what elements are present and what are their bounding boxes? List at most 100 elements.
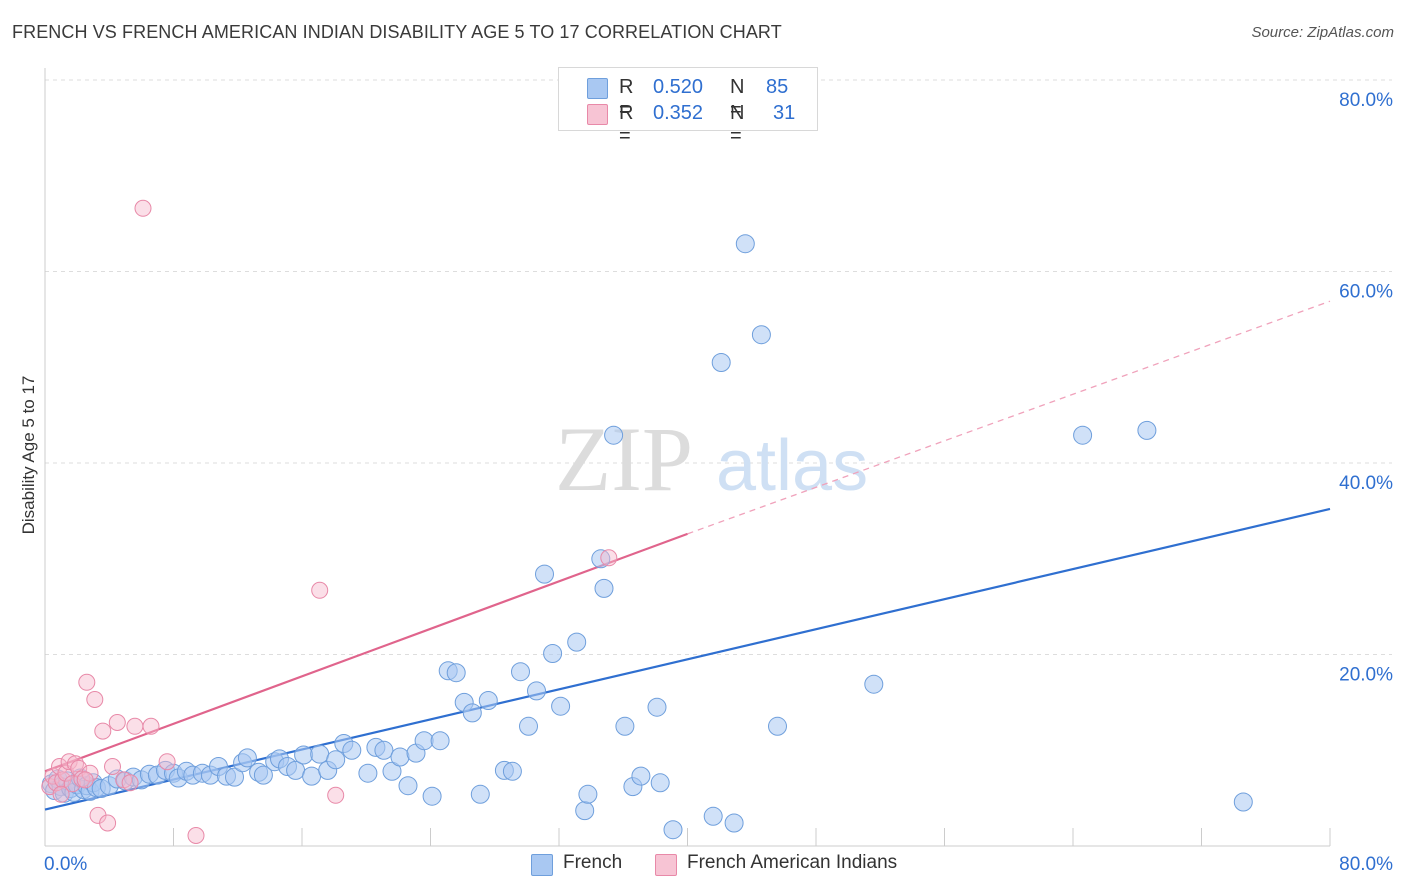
point-french bbox=[294, 745, 314, 765]
legend-swatch-pink bbox=[587, 104, 608, 125]
legend-r-label: R = bbox=[619, 102, 634, 147]
watermark-zip: ZIP bbox=[555, 408, 693, 510]
point-french-american-indians bbox=[67, 755, 84, 773]
point-french-american-indians bbox=[60, 753, 78, 771]
point-french bbox=[535, 564, 554, 584]
source-credit: Source: ZipAtlas.com bbox=[1251, 24, 1394, 41]
y-tick-label: 80.0% bbox=[1339, 90, 1393, 111]
point-french bbox=[551, 696, 571, 716]
point-french bbox=[374, 740, 394, 760]
legend-n-label: N = bbox=[730, 102, 745, 147]
point-french bbox=[470, 784, 490, 804]
y-tick-label: 40.0% bbox=[1339, 473, 1393, 494]
legend-r-label: R = bbox=[619, 76, 634, 121]
point-french-american-indians bbox=[600, 549, 618, 567]
point-french-american-indians bbox=[76, 771, 94, 789]
point-french-american-indians bbox=[94, 722, 112, 740]
point-french bbox=[422, 786, 442, 806]
point-french-american-indians bbox=[52, 785, 70, 803]
point-french-american-indians bbox=[86, 691, 104, 708]
point-french bbox=[398, 776, 418, 796]
point-french bbox=[462, 703, 482, 723]
point-french-american-indians bbox=[311, 581, 329, 599]
point-french bbox=[1233, 792, 1253, 812]
point-french-american-indians bbox=[327, 786, 345, 804]
point-french bbox=[864, 674, 884, 694]
point-french bbox=[768, 716, 787, 736]
point-french bbox=[302, 766, 322, 786]
axes bbox=[44, 68, 1331, 847]
point-french-american-indians bbox=[99, 814, 117, 832]
point-french bbox=[519, 716, 538, 736]
point-french bbox=[527, 681, 546, 701]
point-french bbox=[382, 761, 402, 781]
point-french-american-indians bbox=[142, 717, 160, 735]
x-tick-label-min: 0.0% bbox=[44, 854, 87, 875]
point-french bbox=[647, 697, 667, 717]
point-french bbox=[615, 716, 635, 736]
point-french bbox=[390, 747, 410, 767]
legend-swatch-blue bbox=[587, 78, 608, 99]
trend-line-extension-french-american-indians bbox=[687, 300, 1331, 535]
legend-r-value: 0.520 bbox=[653, 76, 704, 98]
legend-n-value: 85 bbox=[766, 76, 789, 98]
point-french bbox=[511, 662, 530, 682]
point-french bbox=[326, 750, 346, 770]
trend-lines bbox=[44, 300, 1331, 811]
point-french-american-indians bbox=[187, 827, 205, 844]
point-french-american-indians bbox=[108, 714, 126, 731]
trend-line-french bbox=[44, 507, 1331, 811]
point-french-american-indians bbox=[63, 775, 81, 793]
legend-r-value: 0.352 bbox=[653, 102, 704, 124]
y-tick-label: 20.0% bbox=[1339, 665, 1393, 686]
point-french-american-indians bbox=[121, 774, 139, 792]
legend-n-value: 31 bbox=[773, 102, 796, 124]
point-french bbox=[703, 806, 723, 826]
point-french bbox=[604, 425, 624, 445]
point-french bbox=[478, 691, 498, 710]
point-french-american-indians bbox=[158, 753, 176, 771]
bottom-legend-label: French American Indians bbox=[687, 852, 898, 873]
point-french bbox=[237, 748, 257, 768]
point-french bbox=[414, 731, 434, 751]
data-points bbox=[41, 199, 1253, 844]
y-axis-label: Disability Age 5 to 17 bbox=[19, 376, 38, 535]
correlation-legend: R = 0.520 N = 85 R = 0.352 N = 31 bbox=[558, 67, 818, 147]
point-french bbox=[578, 784, 598, 804]
x-tick-label-max: 80.0% bbox=[1339, 854, 1393, 875]
watermark: ZIP atlas bbox=[555, 408, 868, 510]
point-french bbox=[342, 740, 362, 760]
point-french bbox=[631, 766, 651, 786]
legend-n-label: N = bbox=[730, 76, 745, 121]
point-french-american-indians bbox=[104, 758, 121, 775]
point-french bbox=[1073, 425, 1093, 445]
bottom-legend-label: French bbox=[563, 852, 623, 873]
point-french bbox=[543, 644, 563, 663]
point-french bbox=[650, 773, 670, 793]
chart-title: FRENCH VS FRENCH AMERICAN INDIAN DISABIL… bbox=[12, 22, 782, 42]
bottom-legend-swatch-pink bbox=[655, 854, 677, 876]
watermark-atlas: atlas bbox=[716, 426, 868, 506]
point-french bbox=[594, 578, 614, 598]
point-french bbox=[430, 731, 450, 751]
point-french-american-indians bbox=[126, 717, 144, 735]
point-french bbox=[724, 813, 744, 833]
point-french bbox=[711, 353, 731, 372]
point-french bbox=[358, 763, 378, 783]
tick-labels: 80.0% 60.0% 40.0% 20.0% 0.0% 80.0% bbox=[44, 90, 1393, 875]
point-french bbox=[735, 234, 755, 254]
point-french bbox=[1137, 420, 1157, 440]
bottom-legend-swatch-blue bbox=[531, 854, 553, 876]
point-french bbox=[446, 663, 466, 683]
point-french bbox=[253, 765, 273, 785]
point-french-american-indians bbox=[134, 199, 152, 217]
point-french bbox=[502, 761, 522, 781]
trend-line-french-american-indians bbox=[44, 532, 688, 773]
point-french-american-indians bbox=[78, 673, 96, 691]
point-french bbox=[751, 325, 771, 345]
point-french bbox=[310, 744, 330, 764]
y-tick-label: 60.0% bbox=[1339, 282, 1393, 303]
point-french bbox=[225, 767, 244, 787]
point-french bbox=[575, 801, 595, 821]
